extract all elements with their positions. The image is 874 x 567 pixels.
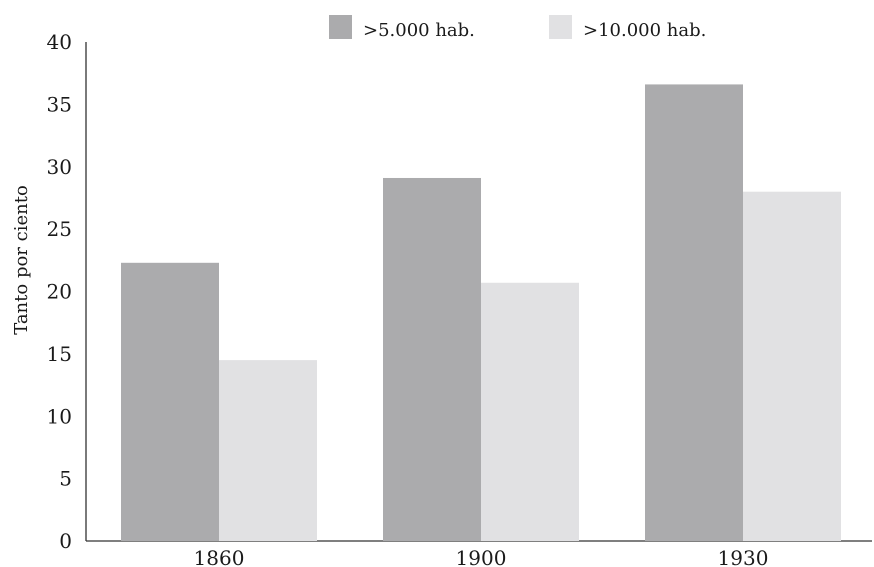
y-tick-label: 35 bbox=[47, 92, 72, 116]
bar-1860-series-2 bbox=[219, 360, 317, 541]
y-tick-label: 5 bbox=[59, 467, 72, 491]
bar-1900-series-2 bbox=[481, 282, 579, 541]
legend-label-series-2: >10.000 hab. bbox=[583, 20, 706, 41]
y-tick-label: 15 bbox=[47, 342, 72, 366]
y-tick-labels: 0 5 10 15 20 25 30 35 40 bbox=[47, 30, 72, 553]
y-tick-label: 10 bbox=[47, 404, 72, 428]
y-tick-label: 25 bbox=[47, 217, 72, 241]
bar-1900-series-1 bbox=[383, 177, 481, 542]
y-tick-label: 30 bbox=[47, 155, 72, 179]
bar-1930-series-1 bbox=[645, 84, 743, 541]
bar-1860-series-1 bbox=[121, 262, 219, 541]
x-tick-label: 1900 bbox=[456, 546, 507, 567]
y-axis-title: Tanto por ciento bbox=[11, 185, 32, 335]
bar-1930-series-2 bbox=[743, 191, 841, 541]
legend: >5.000 hab. >10.000 hab. bbox=[329, 15, 706, 41]
bar-group bbox=[121, 84, 841, 542]
legend-swatch-series-2 bbox=[549, 15, 572, 39]
y-tick-label: 20 bbox=[47, 280, 72, 304]
legend-swatch-series-1 bbox=[329, 15, 352, 39]
legend-label-series-1: >5.000 hab. bbox=[363, 20, 475, 41]
y-tick-label: 40 bbox=[47, 30, 72, 54]
x-tick-labels: 1860 1900 1930 bbox=[194, 546, 769, 567]
x-tick-label: 1930 bbox=[718, 546, 769, 567]
x-tick-label: 1860 bbox=[194, 546, 245, 567]
y-tick-label: 0 bbox=[59, 529, 72, 553]
